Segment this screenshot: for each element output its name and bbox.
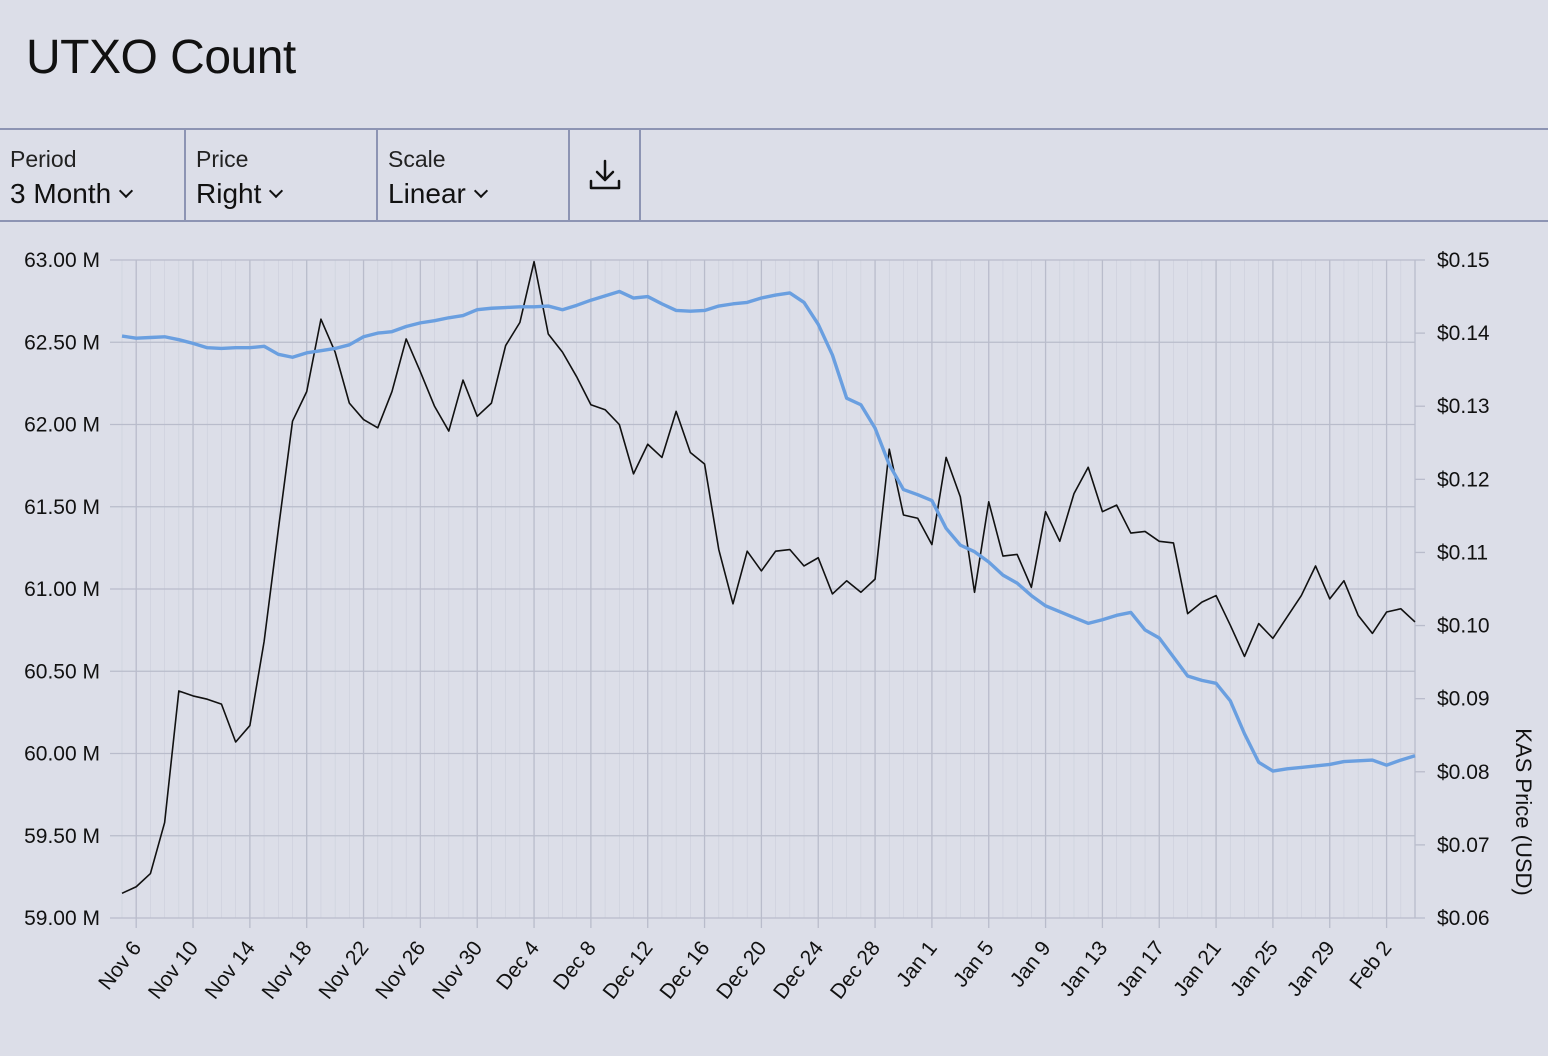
x-tick-label: Nov 14	[201, 937, 260, 1004]
x-tick-label: Dec 12	[599, 937, 658, 1004]
x-tick-label: Dec 16	[655, 937, 714, 1004]
y2-tick-label: $0.07	[1437, 834, 1490, 857]
x-tick-label: Jan 9	[1006, 937, 1056, 992]
y-tick-label: 62.50 M	[24, 331, 100, 354]
y2-tick-label: $0.12	[1437, 468, 1490, 491]
period-label: Period	[10, 146, 77, 172]
x-tick-label: Nov 6	[94, 937, 146, 994]
y-tick-label: 59.00 M	[24, 907, 100, 930]
scale-label: Scale	[388, 146, 446, 172]
chevron-down-icon	[269, 183, 284, 199]
y2-tick-label: $0.10	[1437, 615, 1490, 638]
y-tick-label: 61.00 M	[24, 578, 100, 601]
y-tick-label: 60.50 M	[24, 660, 100, 683]
x-tick-label: Nov 30	[428, 937, 487, 1004]
y2-tick-label: $0.13	[1437, 395, 1490, 418]
price-value: Right	[196, 178, 284, 210]
x-tick-label: Jan 5	[949, 937, 999, 992]
x-tick-label: Feb 2	[1345, 937, 1396, 993]
y-tick-label: 59.50 M	[24, 825, 100, 848]
chart-toolbar: Period 3 Month Price Right Scale Linear	[0, 128, 1548, 222]
chart-grid	[110, 259, 1416, 928]
x-tick-label: Dec 4	[492, 937, 544, 995]
y-tick-label: 60.00 M	[24, 743, 100, 766]
chevron-down-icon	[473, 183, 488, 199]
chevron-down-icon	[119, 183, 134, 199]
y-axis-right: $0.06 $0.07 $0.08 $0.09 $0.10 $0.11 $0.12 $0.13…	[1415, 249, 1490, 930]
x-tick-label: Dec 24	[769, 937, 828, 1004]
y2-tick-label: $0.09	[1437, 688, 1490, 711]
y-tick-label: 61.50 M	[24, 496, 100, 519]
x-tick-label: Nov 10	[144, 937, 203, 1004]
utxo-chart: 59.00 M 59.50 M 60.00 M 60.50 M 61.00 M 61.50…	[24, 249, 1536, 1004]
x-tick-label: Jan 25	[1226, 937, 1283, 1001]
download-button[interactable]	[570, 130, 641, 220]
period-value: 3 Month	[10, 178, 134, 210]
x-tick-label: Dec 8	[549, 937, 601, 994]
y-tick-label: 63.00 M	[24, 249, 100, 272]
download-icon	[589, 159, 620, 190]
y-tick-label: 62.00 M	[24, 414, 100, 437]
page-title: UTXO Count	[26, 31, 296, 84]
x-tick-label: Nov 26	[371, 937, 430, 1004]
x-tick-label: Dec 28	[826, 937, 885, 1004]
utxo-count-line	[121, 260, 1416, 895]
y-axis-left: 59.00 M 59.50 M 60.00 M 60.50 M 61.00 M 61.50…	[24, 249, 100, 930]
x-tick-label: Jan 17	[1112, 937, 1169, 1001]
x-tick-label: Dec 20	[712, 937, 771, 1004]
x-tick-label: Nov 18	[258, 937, 317, 1004]
x-tick-label: Jan 21	[1169, 937, 1226, 1001]
y2-tick-label: $0.15	[1437, 249, 1490, 272]
kas-price-line	[121, 289, 1416, 773]
chart-lines	[121, 260, 1416, 895]
y2-axis-label: KAS Price (USD)	[1511, 728, 1536, 895]
y2-tick-label: $0.11	[1437, 541, 1488, 564]
price-label: Price	[196, 146, 249, 172]
scale-dropdown[interactable]: Scale Linear	[378, 130, 570, 220]
y2-tick-label: $0.08	[1437, 761, 1490, 784]
x-tick-label: Jan 29	[1283, 937, 1340, 1001]
y2-tick-label: $0.14	[1437, 322, 1490, 345]
x-tick-label: Jan 1	[892, 937, 942, 992]
scale-value: Linear	[388, 178, 488, 210]
period-dropdown[interactable]: Period 3 Month	[0, 130, 186, 220]
x-tick-label: Jan 13	[1055, 937, 1112, 1001]
price-dropdown[interactable]: Price Right	[186, 130, 378, 220]
x-tick-label: Nov 22	[314, 937, 373, 1004]
y2-tick-label: $0.06	[1437, 907, 1490, 930]
